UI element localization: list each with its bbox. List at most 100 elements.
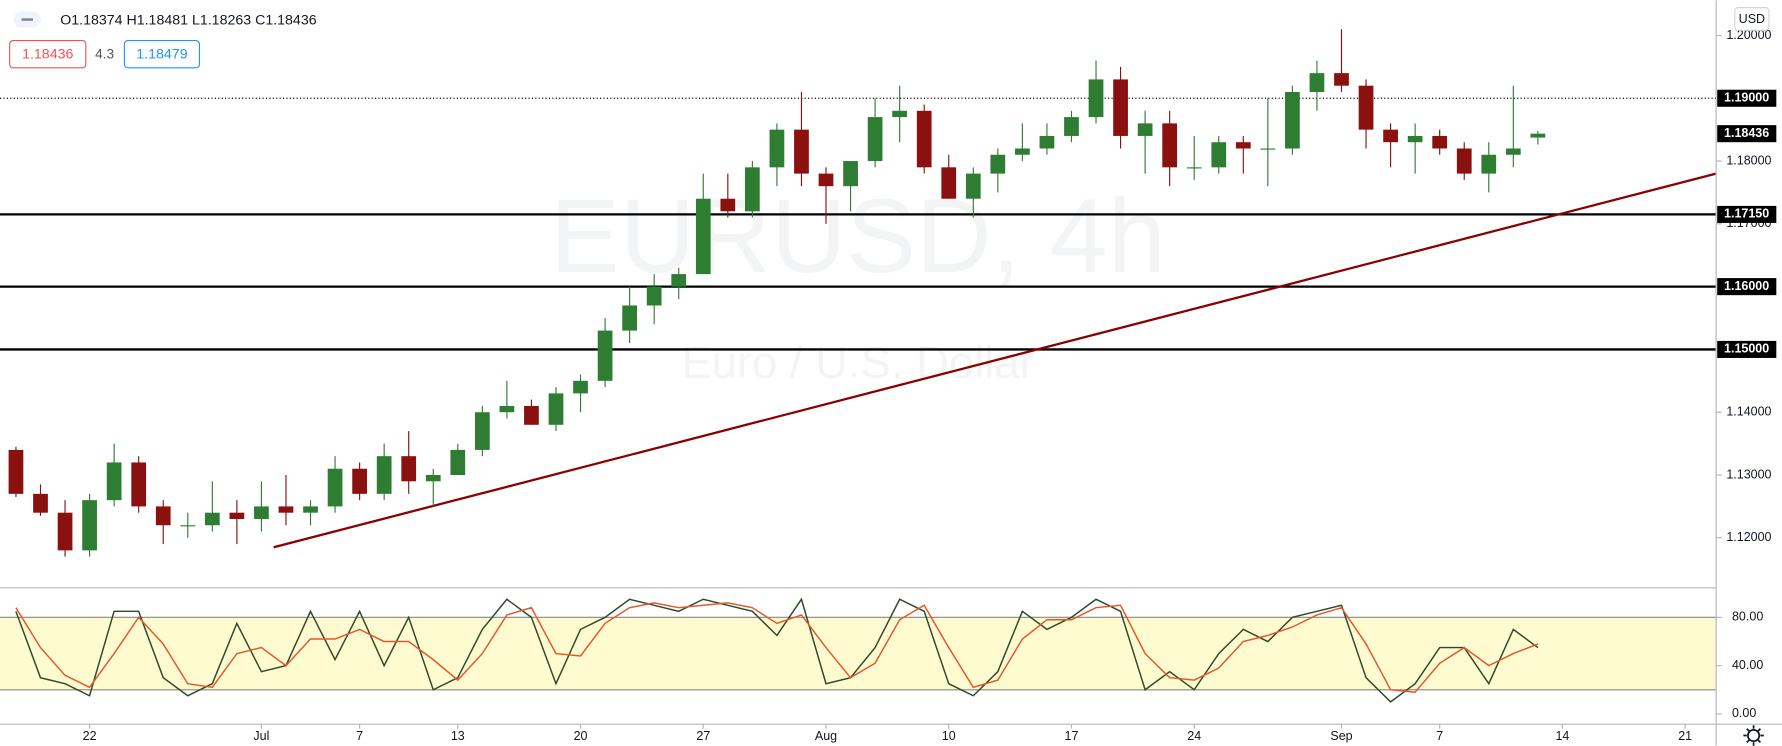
candle-body xyxy=(33,493,48,513)
candle-body xyxy=(1432,135,1448,149)
candle-body xyxy=(1039,135,1055,149)
bid-box[interactable] xyxy=(9,40,87,69)
gear xyxy=(1747,729,1761,743)
axes: 1.200001.180001.170001.140001.130001.120… xyxy=(83,28,1777,743)
trend-line xyxy=(273,172,1717,549)
candle-body xyxy=(1088,79,1104,118)
x-tick-label: 27 xyxy=(696,729,710,743)
watermark-subtitle: Euro / U.S. Dollar xyxy=(681,337,1035,388)
x-tick-label: 21 xyxy=(1678,729,1692,743)
candle-body xyxy=(745,167,760,212)
panes xyxy=(0,29,1717,703)
candle-body xyxy=(180,525,196,527)
x-tick-label: 22 xyxy=(83,729,97,743)
candle-body xyxy=(1285,91,1300,149)
y-tick-label: 1.14000 xyxy=(1726,405,1771,419)
candle-body xyxy=(278,506,294,513)
candle-body xyxy=(204,512,220,526)
y-tick-label: 80.00 xyxy=(1732,610,1763,624)
candle-body xyxy=(646,286,662,306)
candle-body xyxy=(474,412,490,450)
candle-body xyxy=(1456,148,1472,174)
candle-body xyxy=(401,456,417,482)
x-tick-label: 7 xyxy=(1436,729,1443,743)
candle-body xyxy=(843,161,858,187)
spread: 4.3 xyxy=(95,46,114,61)
candle-body xyxy=(1113,79,1128,136)
x-tick-label: 20 xyxy=(574,729,588,743)
candle-body xyxy=(1481,154,1497,174)
candle-body xyxy=(376,456,392,494)
candle-body xyxy=(1186,167,1202,169)
last-price-tag-box xyxy=(1717,125,1777,143)
level-price-tag: 1.16000 xyxy=(1724,279,1769,293)
ohlc-values: O1.18374 H1.18481 L1.18263 C1.18436 xyxy=(60,12,316,28)
oscillator-line xyxy=(15,602,1539,694)
gear-teeth xyxy=(1743,725,1764,746)
candle-body xyxy=(548,393,564,425)
x-tick-label: Aug xyxy=(815,729,837,743)
candle-body xyxy=(818,173,834,187)
y-tick-label: 40.00 xyxy=(1732,658,1763,672)
y-tick-label: 1.12000 xyxy=(1726,530,1771,544)
candle-body xyxy=(720,198,736,212)
candle-body xyxy=(941,167,957,199)
candle-body xyxy=(867,117,883,162)
x-tick-label: 24 xyxy=(1187,729,1201,743)
currency-button[interactable] xyxy=(1734,7,1770,31)
x-tick-label: 7 xyxy=(356,729,363,743)
candle-body xyxy=(1260,148,1276,150)
candle-body xyxy=(327,468,343,507)
candle-body xyxy=(450,449,466,476)
y-tick-label: 1.20000 xyxy=(1726,28,1771,42)
last-price-tag: 1.18436 xyxy=(1724,126,1769,140)
y-tick-label: 1.13000 xyxy=(1726,467,1771,481)
candle-body xyxy=(1358,85,1374,130)
candle-body xyxy=(1383,129,1398,143)
candle-body xyxy=(916,110,932,168)
candle-body xyxy=(303,506,318,513)
candle-body xyxy=(57,512,73,551)
candle-body xyxy=(499,405,515,413)
candle-body xyxy=(695,198,711,275)
candle-body xyxy=(155,506,171,526)
x-tick-label: 14 xyxy=(1555,729,1569,743)
level-price-tag: 1.17150 xyxy=(1724,207,1769,221)
candle-body xyxy=(1505,148,1521,155)
collapse-icon xyxy=(21,18,33,21)
candle-body xyxy=(1015,148,1030,155)
currency-label: USD xyxy=(1739,12,1765,26)
x-tick-label: 10 xyxy=(942,729,956,743)
candle-body xyxy=(106,462,122,501)
candle-body xyxy=(131,462,147,507)
level-price-tag-box xyxy=(1717,205,1777,223)
ask-box[interactable] xyxy=(123,40,201,69)
candle-body xyxy=(1064,117,1079,136)
candle-body xyxy=(671,274,687,287)
watermark: EURUSD, 4h xyxy=(550,178,1166,295)
candle-body xyxy=(597,330,613,381)
candle-body xyxy=(254,506,269,519)
level-price-tag-box xyxy=(1717,278,1777,296)
candle-body xyxy=(794,129,809,174)
y-tick-label: 1.18000 xyxy=(1726,153,1771,167)
x-tick-label: Sep xyxy=(1330,729,1352,743)
candle-body xyxy=(1162,123,1178,168)
candle-body xyxy=(1235,142,1251,149)
legend-header: O1.18374 H1.18481 L1.18263 C1.18436 1.18… xyxy=(9,11,317,69)
bid-price: 1.18436 xyxy=(22,47,73,63)
level-price-tag-box xyxy=(1717,89,1777,107)
level-price-tag-box xyxy=(1717,340,1777,358)
y-tick-label: 0.00 xyxy=(1732,706,1756,720)
candle-body xyxy=(82,500,97,551)
candle-body xyxy=(1334,73,1349,86)
oscillator-line xyxy=(15,597,1539,703)
settings-icon[interactable] xyxy=(1743,725,1764,746)
candle-body xyxy=(965,173,981,199)
candle-body xyxy=(990,154,1006,174)
candle-body xyxy=(229,512,245,519)
candle-body xyxy=(573,380,588,394)
level-price-tag: 1.15000 xyxy=(1724,342,1769,356)
ask-price: 1.18479 xyxy=(136,47,187,63)
candle-body xyxy=(1530,133,1546,138)
